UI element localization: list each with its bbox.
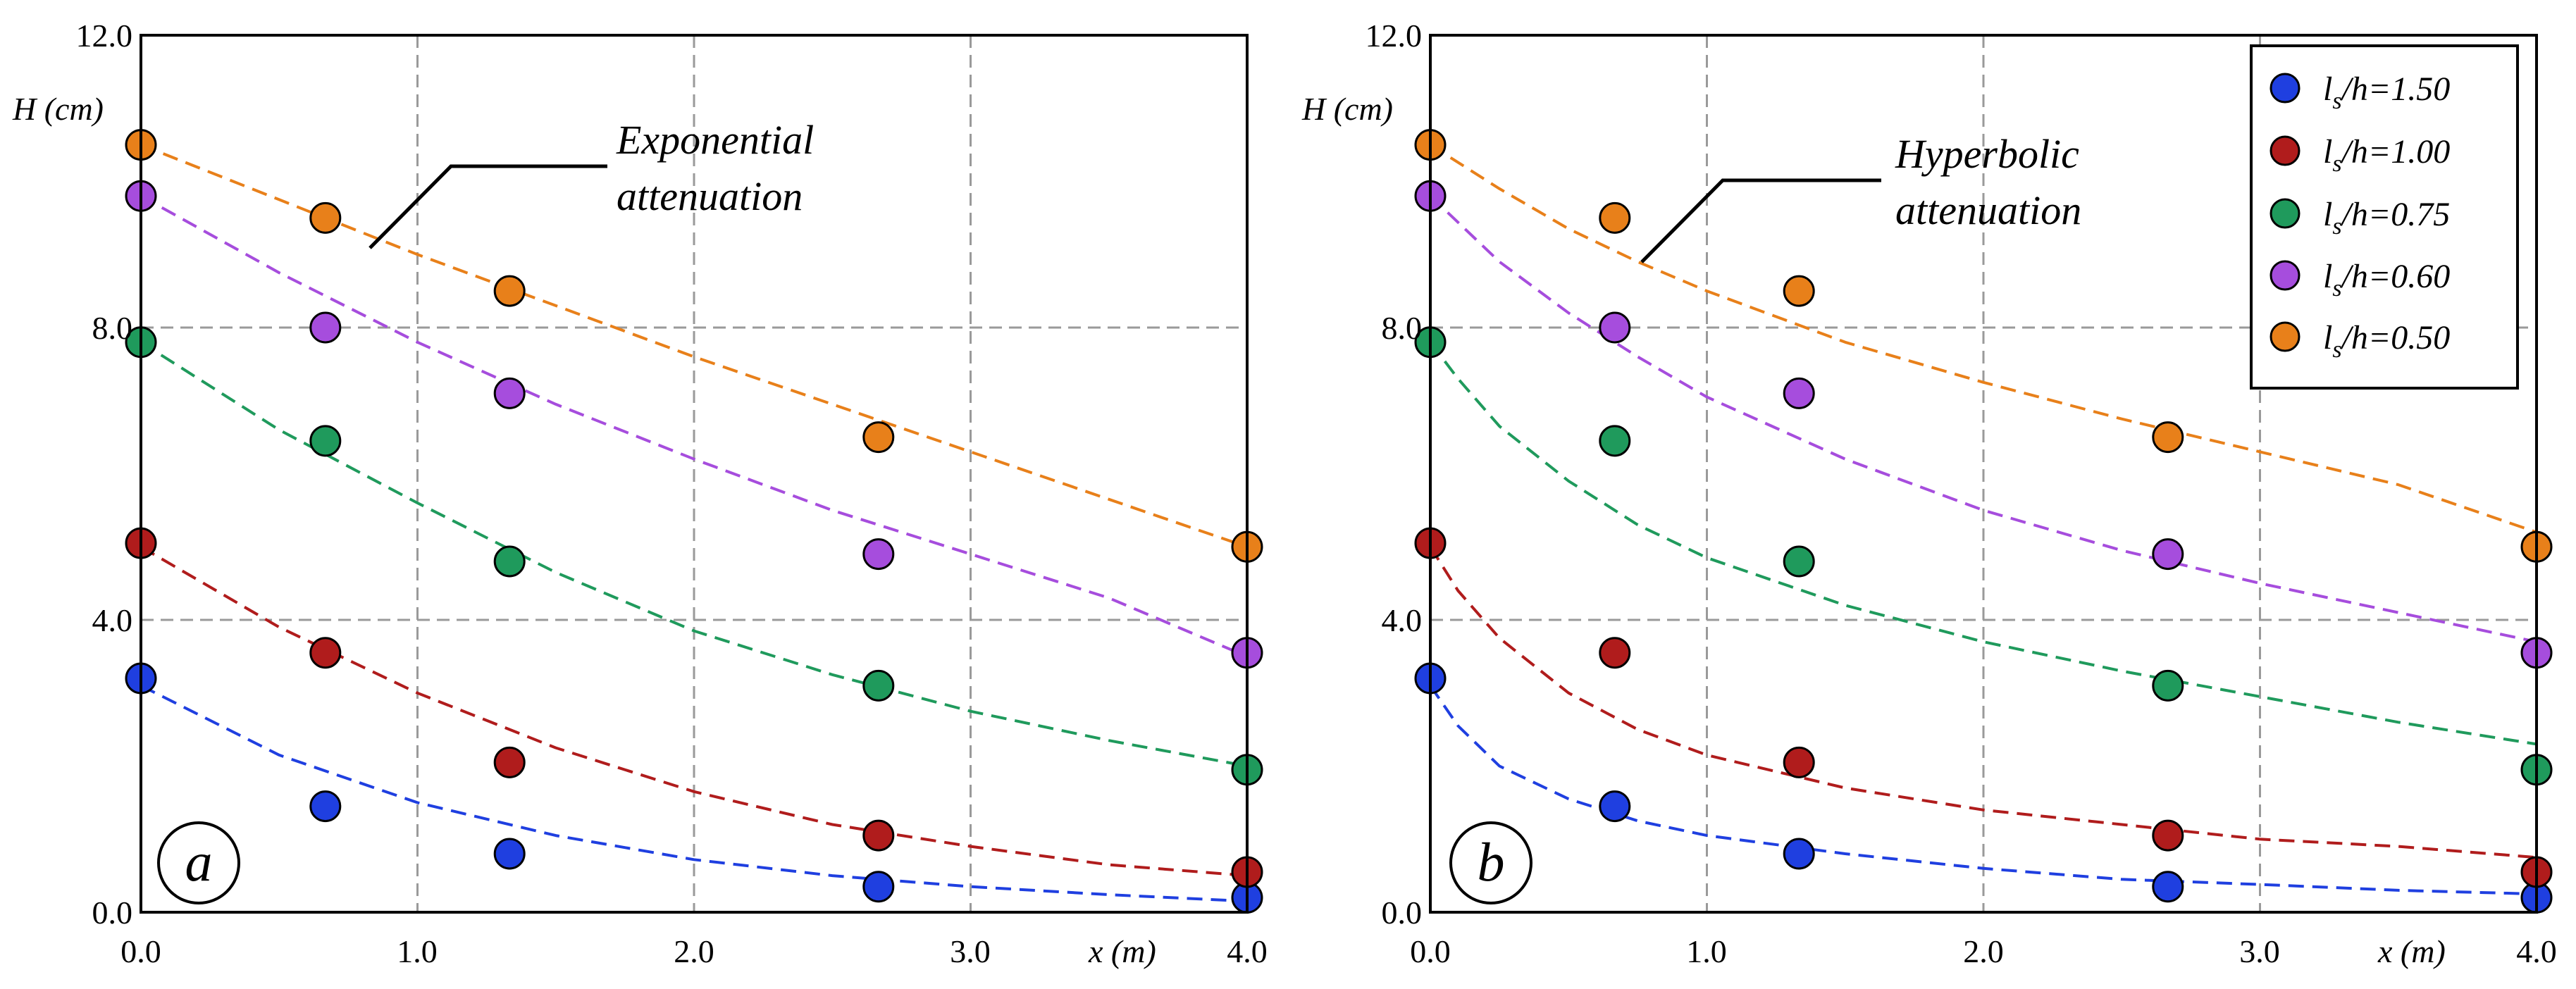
panel-a: 12.0 8.0 4.0 0.0 0.0 1.0 2.0 3.0 4.0 H (… [12,18,1268,969]
legend-label: ls/h=1.50 [2323,70,2450,114]
y-tick-label: 0.0 [1382,895,1423,931]
y-tick-label: 8.0 [1382,310,1423,346]
panel-label-b: b [1478,831,1505,892]
x-tick-label: 3.0 [950,933,991,969]
data-point [862,669,895,702]
plot-frame-b [1429,34,2538,914]
legend-marker [2270,260,2301,291]
annotation-leader-b [1640,178,1881,263]
fit-curves-b [1429,143,2537,896]
y-tick-label: 0.0 [92,895,133,931]
data-point [1783,838,1815,870]
y-tick-label: 4.0 [92,602,133,638]
legend-item: ls/h=0.60 [2270,258,2450,301]
x-tick-labels-a: 0.0 1.0 2.0 3.0 4.0 [120,933,1268,969]
annotation-leader-a [369,164,607,249]
data-point [1599,425,1631,457]
legend-label: ls/h=0.75 [2323,196,2450,240]
legend-marker [2270,73,2301,104]
legend-marker [2270,321,2301,352]
x-tick-label: 2.0 [674,933,714,969]
x-tick-label: 3.0 [2239,933,2280,969]
fit-curve-line [1429,685,2537,896]
data-point [1783,275,1815,307]
fit-curve-line [1429,143,2537,534]
y-tick-label: 12.0 [1366,18,1423,54]
x-tick-label: 4.0 [2516,933,2557,969]
data-point [2152,669,2184,702]
data-points-a [125,129,1263,914]
data-point [862,819,895,852]
plot-frame-a [140,34,1249,914]
data-point [1783,746,1815,778]
data-point [493,746,526,778]
legend-marker [2270,135,2301,166]
data-point [2152,819,2184,852]
data-point [493,545,526,578]
y-tick-labels-a: 12.0 8.0 4.0 0.0 [76,18,133,931]
x-tick-label: 2.0 [1963,933,2004,969]
fit-curve-line [1429,341,2537,746]
legend: ls/h=1.50 ls/h=1.00 ls/h=0.75 ls/h=0.60 … [2250,44,2519,390]
data-point [1783,377,1815,409]
fit-curve-line [1429,546,2537,859]
panel-label-a: a [185,831,213,892]
legend-label: ls/h=0.60 [2323,258,2450,301]
x-tick-labels-b: 0.0 1.0 2.0 3.0 4.0 [1410,933,2557,969]
data-point [2152,538,2184,571]
x-tick-label: 0.0 [1410,933,1451,969]
data-point [1783,545,1815,578]
annotation-text-a: Exponential [616,117,814,163]
data-point [309,201,342,234]
annotation-text-a: attenuation [617,173,803,219]
data-point [309,311,342,344]
data-point [2152,421,2184,454]
annotation-text-b: Hyperbolic [1895,131,2079,177]
y-tick-label: 8.0 [92,310,133,346]
data-point [1599,637,1631,669]
data-point [493,377,526,409]
data-point [2152,871,2184,903]
data-points-b [1414,129,2553,914]
grid-a [141,35,1247,912]
legend-item: ls/h=0.50 [2270,319,2450,363]
y-tick-labels-b: 12.0 8.0 4.0 0.0 [1366,18,1423,931]
data-point [309,790,342,823]
data-point [1599,201,1631,234]
data-point [493,275,526,307]
x-tick-label: 0.0 [120,933,161,969]
data-point [1599,790,1631,823]
data-point [862,538,895,571]
x-tick-label: 1.0 [397,933,438,969]
y-axis-label-a: H (cm) [12,91,104,127]
legend-marker [2270,198,2301,229]
fit-curve-line [140,545,1248,878]
y-axis-label-b: H (cm) [1301,91,1393,127]
x-tick-label: 1.0 [1686,933,1727,969]
data-point [493,838,526,870]
legend-label: ls/h=1.00 [2323,133,2450,177]
fit-curve-line [1429,194,2537,644]
data-point [309,637,342,669]
x-tick-label: 4.0 [1227,933,1268,969]
legend-label: ls/h=0.50 [2323,319,2450,363]
panel-label-circle-b [1449,821,1532,904]
data-point [1599,311,1631,344]
y-tick-label: 4.0 [1382,602,1423,638]
data-point [309,425,342,457]
fit-curve-line [140,194,1248,658]
legend-item: ls/h=1.50 [2270,70,2450,114]
panel-label-circle-a [157,821,240,904]
legend-item: ls/h=0.75 [2270,196,2450,240]
x-axis-label-b: x (m) [2377,933,2446,969]
x-axis-label-a: x (m) [1088,933,1156,969]
data-point [862,871,895,903]
data-point [862,421,895,454]
annotation-text-b: attenuation [1895,187,2081,233]
legend-item: ls/h=1.00 [2270,133,2450,177]
fit-curve-line [140,684,1248,903]
panel-b: 12.0 8.0 4.0 0.0 0.0 1.0 2.0 3.0 4.0 H (… [1301,18,2557,969]
y-tick-label: 12.0 [76,18,133,54]
